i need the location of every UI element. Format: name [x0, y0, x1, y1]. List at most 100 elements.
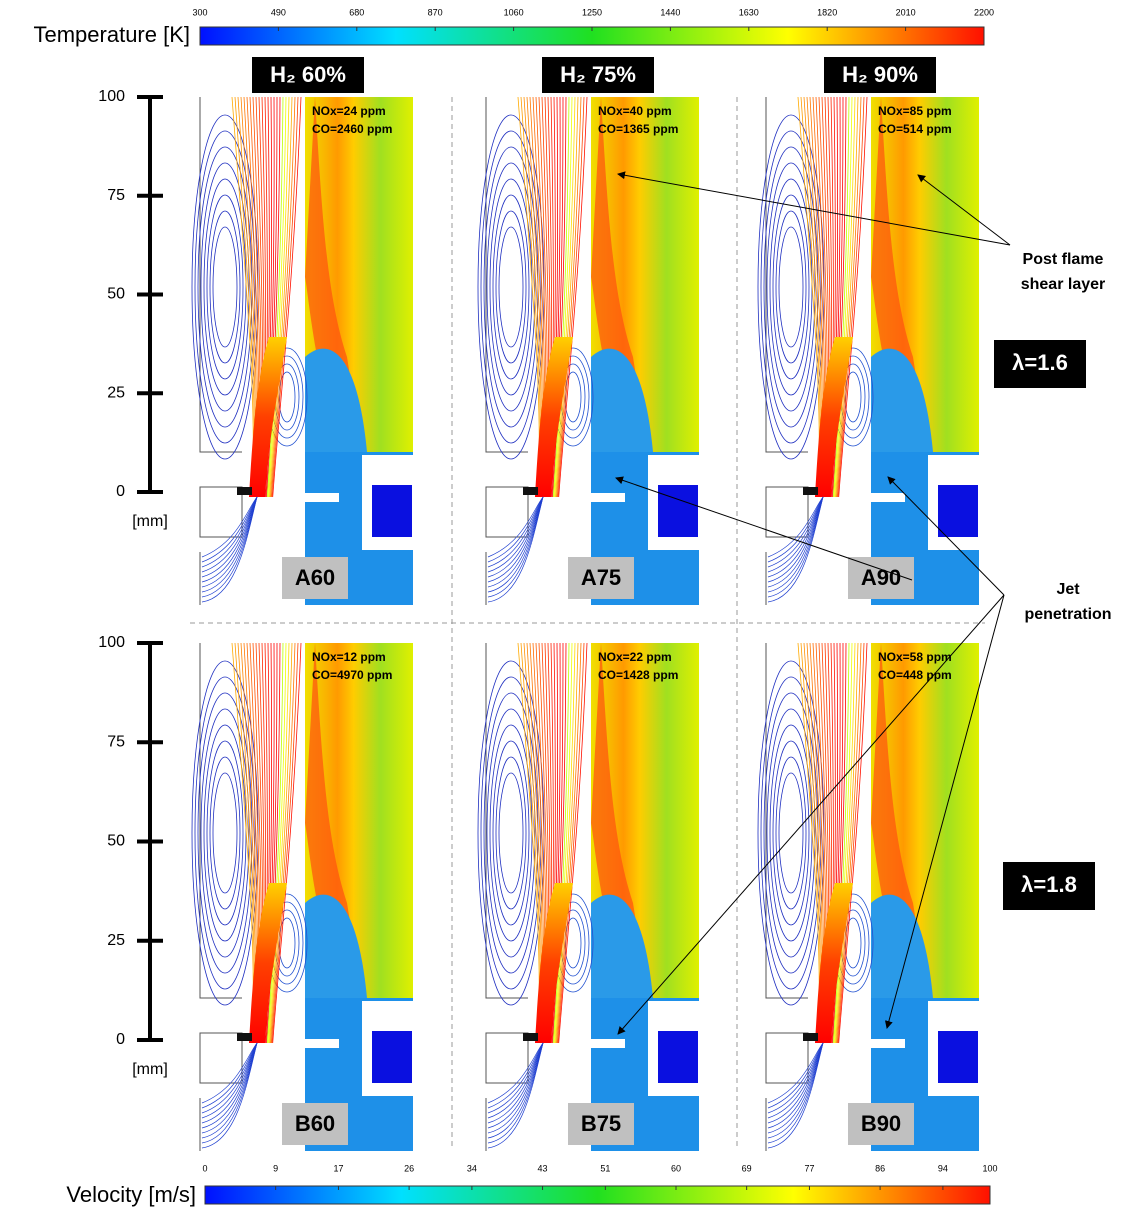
streamline [556, 642, 582, 1044]
streamline [212, 772, 238, 894]
streamline [206, 740, 244, 926]
velocity-label: Velocity [m/s] [66, 1182, 196, 1207]
streamline [271, 96, 299, 498]
outlet-box [938, 1031, 978, 1083]
flame-jet [535, 337, 573, 497]
streamline [832, 642, 850, 1044]
axis-tick-label: 50 [107, 833, 125, 850]
chamber-wall [765, 643, 809, 1151]
streamline [267, 642, 287, 1044]
outlet-box [658, 485, 698, 537]
streamline [194, 130, 256, 444]
bluff-body [237, 1033, 252, 1041]
axis-tick-label: 75 [107, 733, 125, 750]
separators [190, 97, 985, 1150]
streamline [836, 642, 862, 1044]
streamline [767, 496, 824, 593]
bluff-body [803, 1033, 818, 1041]
streamline [498, 772, 524, 894]
streamline [487, 496, 544, 578]
colorbar-tick-label: 17 [333, 1163, 343, 1173]
streamline [557, 96, 585, 498]
streamline [553, 96, 573, 498]
streamline [201, 496, 258, 593]
streamline [767, 1042, 824, 1119]
panels: A60 NOx=24 ppm CO=2460 ppm A75 NOx=40 ppm CO=… [191, 96, 979, 1151]
cold-jet [871, 894, 933, 998]
axis-tick-label: 100 [98, 634, 125, 651]
streamline [760, 676, 822, 990]
panel: B75 NOx=22 ppm CO=1428 ppm [477, 642, 699, 1151]
colorbar-tick-label: 100 [982, 1163, 997, 1173]
axis-unit: [mm] [132, 1061, 168, 1078]
co-label: CO=1365 ppm [598, 122, 678, 136]
streamline [557, 642, 585, 1044]
panel-label-box [282, 1103, 348, 1145]
streamline [553, 642, 573, 1044]
streamline [767, 496, 824, 573]
streamline [767, 1042, 824, 1104]
panel: B90 NOx=58 ppm CO=448 ppm [757, 642, 979, 1151]
streamline [772, 194, 810, 380]
streamline [552, 642, 570, 1044]
panel-label-box [848, 557, 914, 599]
outlet-box [938, 485, 978, 537]
streamline [200, 708, 250, 958]
row-label: λ=1.8 [1021, 872, 1077, 897]
axis-unit: [mm] [132, 513, 168, 530]
colorbar-tick-label: 86 [875, 1163, 885, 1173]
flame-jet [249, 883, 287, 1043]
streamline [201, 496, 258, 563]
streamline [201, 1042, 258, 1104]
streamline [270, 96, 296, 498]
outlet-box [658, 1031, 698, 1083]
streamline [760, 130, 822, 444]
colorbar-tick-label: 51 [600, 1163, 610, 1173]
streamline [767, 1042, 824, 1114]
streamline [766, 162, 816, 412]
streamline [834, 96, 856, 498]
streamline [209, 756, 241, 910]
streamline [487, 1042, 544, 1114]
streamline [486, 708, 536, 958]
streamline [201, 496, 258, 578]
axis-tick-label: 25 [107, 932, 125, 949]
axis-tick-label: 0 [116, 1031, 125, 1048]
colorbar-tick-label: 870 [428, 7, 443, 17]
streamline [778, 772, 804, 894]
streamline [272, 96, 302, 498]
streamline [552, 96, 567, 498]
nox-label: NOx=58 ppm [878, 650, 952, 664]
lip [823, 1039, 905, 1048]
streamline [495, 210, 527, 364]
streamline [201, 496, 258, 573]
colorbar-tick-label: 2200 [974, 7, 994, 17]
streamline [272, 642, 302, 1044]
bluff-body [523, 1033, 538, 1041]
bluff-body [237, 487, 252, 495]
column-header: H₂ 90% [842, 62, 918, 87]
streamline [201, 496, 258, 558]
axis-tick-label: 25 [107, 384, 125, 401]
colorbar-tick-label: 43 [538, 1163, 548, 1173]
panel-label: B60 [295, 1111, 335, 1136]
streamline [766, 708, 816, 958]
temperature-label: Temperature [K] [33, 22, 190, 47]
column-header: H₂ 60% [270, 62, 346, 87]
column-header-box [252, 57, 364, 93]
bluff-body [523, 487, 538, 495]
row-label-box [1003, 862, 1095, 910]
colorbar-tick-label: 1630 [739, 7, 759, 17]
colorbar-tick-label: 1820 [817, 7, 837, 17]
flame-jet [815, 337, 853, 497]
colorbar-tick-label: 60 [671, 1163, 681, 1173]
column-header-box [542, 57, 654, 93]
streamline [555, 642, 579, 1044]
streamline [487, 1042, 544, 1129]
streamline [558, 642, 588, 1044]
streamline [201, 1042, 258, 1109]
streamline [554, 96, 576, 498]
streamline [487, 496, 544, 563]
streamline [833, 96, 853, 498]
streamline [269, 642, 293, 1044]
